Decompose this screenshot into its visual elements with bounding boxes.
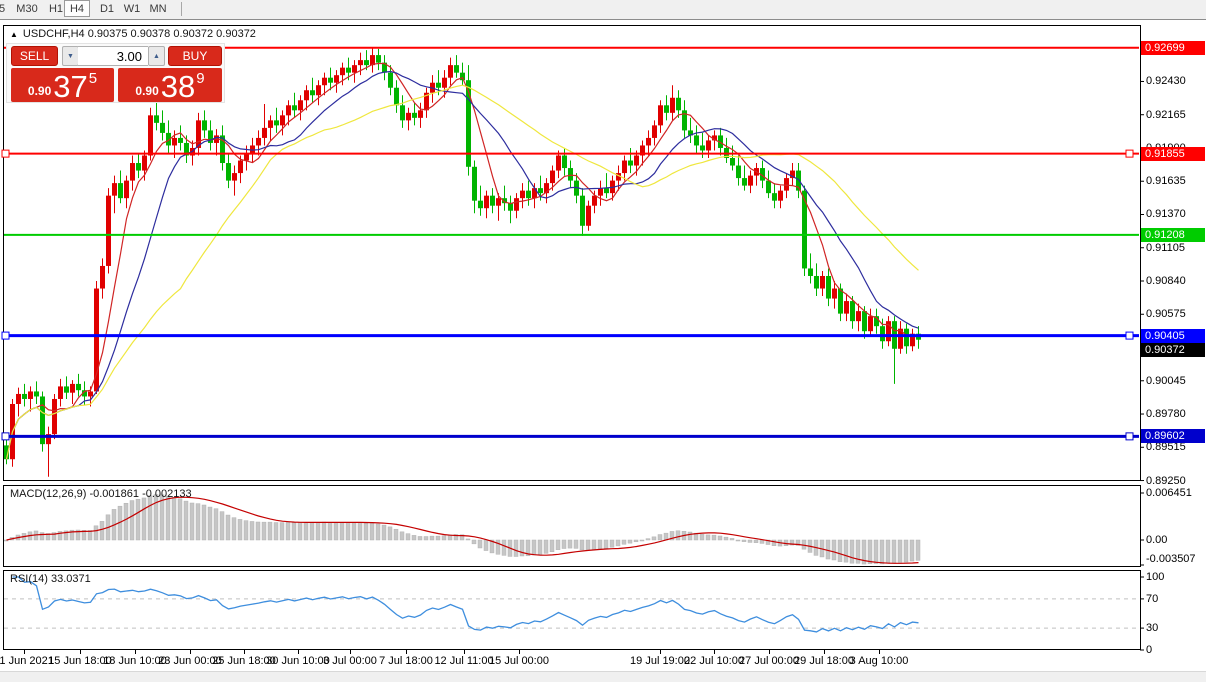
symbol-ohlc-label: USDCHF,H4 0.90375 0.90378 0.90372 0.9037… [22,28,256,40]
rsi-tick-70: 70 [1146,593,1159,605]
time-label: 11 Jun 2021 [0,655,54,667]
price-tick-0.89780: 0.89780 [1146,408,1186,420]
time-label: 15 Jul 00:00 [489,655,549,667]
time-label: 18 Jun 10:00 [103,655,167,667]
timeframe-button-H1[interactable]: H1 [48,3,64,15]
price-tick-0.90840: 0.90840 [1146,275,1186,287]
hline-handle [1,432,10,441]
sell-price-sup: 5 [88,70,98,87]
buy-button[interactable]: BUY [168,46,222,66]
price-tick-0.91635: 0.91635 [1146,175,1186,187]
buy-price-prefix: 0.90 [135,84,159,98]
price-tick-0.91370: 0.91370 [1146,208,1186,220]
rsi-panel [3,570,1141,650]
time-label: 15 Jun 18:00 [48,655,112,667]
price-tick-0.91105: 0.91105 [1146,242,1185,254]
chart-header: ▲ USDCHF,H4 0.90375 0.90378 0.90372 0.903… [10,28,256,40]
price-line-badge-0.89602: 0.89602 [1141,429,1205,443]
time-label: 3 Jul 00:00 [323,655,377,667]
time-label: 12 Jul 11:00 [434,655,494,667]
time-label: 27 Jul 00:00 [739,655,799,667]
volume-increase-button[interactable]: ▲ [148,46,165,66]
ma-line-6 [5,62,919,460]
price-line-badge-0.92699: 0.92699 [1141,41,1205,55]
candles-layer [4,47,921,477]
volume-decrease-button[interactable]: ▼ [62,46,79,66]
collapse-triangle-icon[interactable]: ▲ [10,30,18,39]
price-tick-0.89515: 0.89515 [1146,441,1186,453]
macd-tick--0.003507: -0.003507 [1146,553,1196,565]
buy-price-big: 38 [160,69,196,104]
price-tick-0.90575: 0.90575 [1146,308,1186,320]
price-tick-0.89250: 0.89250 [1146,475,1186,487]
buy-price-display[interactable]: 0.90 38 9 [118,68,222,102]
bottom-status-strip [0,671,1206,682]
volume-input[interactable] [78,46,148,66]
sell-button[interactable]: SELL [11,46,58,66]
timeframe-button-H4[interactable]: H4 [64,0,90,17]
buy-price-sup: 9 [196,70,205,87]
toolbar-separator [181,2,182,16]
macd-layer [4,494,921,565]
time-label: 29 Jul 18:00 [794,655,854,667]
time-label: 3 Aug 10:00 [849,655,909,667]
time-label: 25 Jun 18:00 [212,655,276,667]
sell-price-prefix: 0.90 [27,84,52,98]
ma-line-30 [5,84,919,460]
sell-price-big: 37 [53,69,88,104]
timeframe-button-M30[interactable]: M30 [16,3,38,15]
price-tick-0.90045: 0.90045 [1146,375,1186,387]
time-label: 19 Jul 19:00 [630,655,690,667]
price-tick-0.92165: 0.92165 [1146,109,1186,121]
ma-line-13 [5,70,919,460]
hline-handle [1125,432,1134,441]
hline-handle [1125,149,1134,158]
rsi-title: RSI(14) 33.0371 [10,573,91,585]
rsi-tick-0: 0 [1146,644,1153,656]
timeframe-button-5[interactable]: 5 [0,1,9,17]
macd-tick-0.00: 0.00 [1146,534,1168,546]
price-line-badge-0.91208: 0.91208 [1141,228,1205,242]
current-price-badge: 0.90372 [1141,343,1205,357]
timeframe-button-W1[interactable]: W1 [123,3,141,15]
time-label: 22 Jul 10:00 [684,655,744,667]
time-label: 23 Jun 00:00 [158,655,222,667]
macd-title: MACD(12,26,9) -0.001861 -0.002133 [10,488,192,500]
price-line-badge-0.90405: 0.90405 [1141,329,1205,343]
rsi-layer [4,576,1139,633]
rsi-tick-100: 100 [1146,571,1165,583]
timeframe-button-MN[interactable]: MN [149,3,167,15]
price-line-badge-0.91855: 0.91855 [1141,147,1205,161]
hline-handle [1125,331,1134,340]
time-label: 30 Jun 10:00 [266,655,330,667]
one-click-trading-panel: SELL ▼ ▲ BUY 0.90 37 5 0.90 38 9 [6,43,225,103]
hline-handle [1,331,10,340]
rsi-tick-30: 30 [1146,622,1159,634]
macd-tick-0.006451: 0.006451 [1146,487,1192,499]
timeframe-button-D1[interactable]: D1 [99,3,115,15]
time-label: 7 Jul 18:00 [379,655,433,667]
price-tick-0.92430: 0.92430 [1146,75,1186,87]
hline-handle [1,149,10,158]
sell-price-display[interactable]: 0.90 37 5 [11,68,114,102]
